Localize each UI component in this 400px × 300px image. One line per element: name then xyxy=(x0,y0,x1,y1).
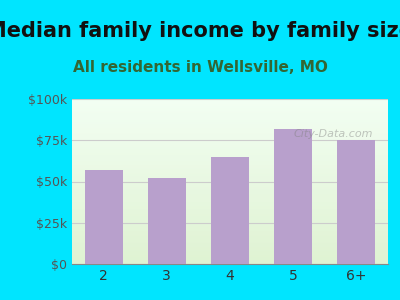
Text: Median family income by family size: Median family income by family size xyxy=(0,21,400,41)
Bar xyxy=(274,129,312,264)
Bar xyxy=(148,178,186,264)
Bar xyxy=(338,140,375,264)
Bar xyxy=(85,170,122,264)
Text: City-Data.com: City-Data.com xyxy=(293,129,373,139)
Bar xyxy=(211,157,249,264)
Text: All residents in Wellsville, MO: All residents in Wellsville, MO xyxy=(72,60,328,75)
